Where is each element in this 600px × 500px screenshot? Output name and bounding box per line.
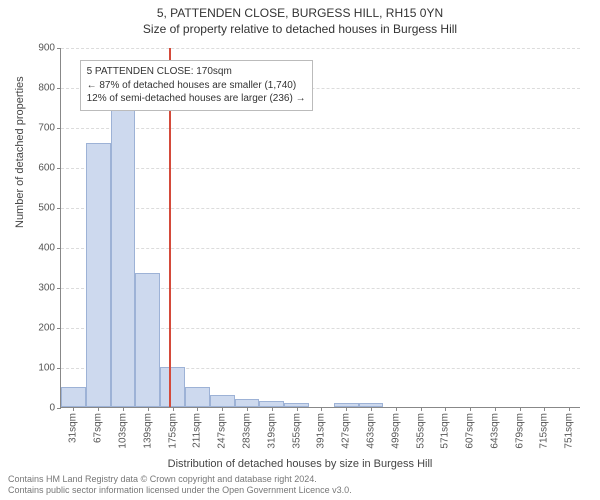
xtick-label: 247sqm bbox=[217, 413, 228, 449]
chart-plot-area: 010020030040050060070080090031sqm67sqm10… bbox=[60, 48, 580, 408]
histogram-bar bbox=[185, 387, 210, 407]
annotation-line: 12% of semi-detached houses are larger (… bbox=[87, 92, 306, 106]
xtick-mark bbox=[123, 407, 124, 411]
histogram-bar bbox=[86, 143, 111, 407]
xtick-label: 535sqm bbox=[415, 413, 426, 449]
ytick-label: 300 bbox=[38, 283, 55, 294]
ytick-mark bbox=[57, 88, 61, 89]
xtick-label: 643sqm bbox=[489, 413, 500, 449]
xtick-mark bbox=[346, 407, 347, 411]
histogram-bar bbox=[259, 401, 284, 407]
gridline bbox=[61, 128, 580, 129]
x-axis-label: Distribution of detached houses by size … bbox=[0, 458, 600, 470]
gridline bbox=[61, 248, 580, 249]
ytick-mark bbox=[57, 368, 61, 369]
xtick-mark bbox=[197, 407, 198, 411]
xtick-mark bbox=[297, 407, 298, 411]
ytick-mark bbox=[57, 48, 61, 49]
footer-attribution: Contains HM Land Registry data © Crown c… bbox=[8, 474, 592, 496]
xtick-label: 679sqm bbox=[514, 413, 525, 449]
histogram-bar bbox=[61, 387, 86, 407]
chart-inner: 010020030040050060070080090031sqm67sqm10… bbox=[60, 48, 580, 408]
xtick-label: 67sqm bbox=[93, 413, 104, 443]
histogram-bar bbox=[111, 87, 136, 407]
xtick-mark bbox=[321, 407, 322, 411]
footer-line2: Contains public sector information licen… bbox=[8, 485, 592, 496]
xtick-mark bbox=[470, 407, 471, 411]
xtick-mark bbox=[247, 407, 248, 411]
ytick-label: 900 bbox=[38, 43, 55, 54]
annotation-box: 5 PATTENDEN CLOSE: 170sqm← 87% of detach… bbox=[80, 60, 313, 111]
xtick-mark bbox=[222, 407, 223, 411]
ytick-mark bbox=[57, 128, 61, 129]
ytick-label: 0 bbox=[49, 403, 55, 414]
ytick-label: 800 bbox=[38, 83, 55, 94]
gridline bbox=[61, 48, 580, 49]
xtick-label: 391sqm bbox=[316, 413, 327, 449]
gridline bbox=[61, 208, 580, 209]
ytick-mark bbox=[57, 288, 61, 289]
ytick-mark bbox=[57, 248, 61, 249]
ytick-label: 500 bbox=[38, 203, 55, 214]
y-axis-label: Number of detached properties bbox=[14, 76, 26, 228]
page-title-line1: 5, PATTENDEN CLOSE, BURGESS HILL, RH15 0… bbox=[0, 0, 600, 20]
ytick-label: 400 bbox=[38, 243, 55, 254]
xtick-mark bbox=[520, 407, 521, 411]
xtick-mark bbox=[371, 407, 372, 411]
footer-line1: Contains HM Land Registry data © Crown c… bbox=[8, 474, 592, 485]
xtick-mark bbox=[421, 407, 422, 411]
page-title-line2: Size of property relative to detached ho… bbox=[0, 20, 600, 36]
xtick-mark bbox=[445, 407, 446, 411]
xtick-label: 751sqm bbox=[564, 413, 575, 449]
xtick-label: 319sqm bbox=[266, 413, 277, 449]
xtick-label: 355sqm bbox=[291, 413, 302, 449]
histogram-bar bbox=[334, 403, 359, 407]
xtick-label: 715sqm bbox=[539, 413, 550, 449]
xtick-label: 463sqm bbox=[365, 413, 376, 449]
histogram-bar bbox=[210, 395, 235, 407]
xtick-label: 283sqm bbox=[241, 413, 252, 449]
xtick-label: 139sqm bbox=[142, 413, 153, 449]
xtick-mark bbox=[495, 407, 496, 411]
xtick-label: 427sqm bbox=[341, 413, 352, 449]
xtick-mark bbox=[148, 407, 149, 411]
xtick-mark bbox=[73, 407, 74, 411]
xtick-mark bbox=[396, 407, 397, 411]
annotation-line: 5 PATTENDEN CLOSE: 170sqm bbox=[87, 65, 306, 79]
xtick-label: 607sqm bbox=[465, 413, 476, 449]
ytick-label: 700 bbox=[38, 123, 55, 134]
ytick-label: 100 bbox=[38, 363, 55, 374]
xtick-mark bbox=[569, 407, 570, 411]
ytick-mark bbox=[57, 168, 61, 169]
histogram-bar bbox=[359, 403, 384, 407]
histogram-bar bbox=[235, 399, 260, 407]
ytick-mark bbox=[57, 408, 61, 409]
histogram-bar bbox=[284, 403, 309, 407]
xtick-label: 31sqm bbox=[68, 413, 79, 443]
histogram-bar bbox=[160, 367, 185, 407]
annotation-line: ← 87% of detached houses are smaller (1,… bbox=[87, 79, 306, 93]
ytick-label: 600 bbox=[38, 163, 55, 174]
ytick-label: 200 bbox=[38, 323, 55, 334]
xtick-label: 499sqm bbox=[390, 413, 401, 449]
xtick-label: 571sqm bbox=[440, 413, 451, 449]
xtick-label: 175sqm bbox=[167, 413, 178, 449]
xtick-mark bbox=[544, 407, 545, 411]
histogram-bar bbox=[135, 273, 160, 407]
xtick-label: 211sqm bbox=[192, 413, 203, 448]
xtick-mark bbox=[173, 407, 174, 411]
xtick-mark bbox=[272, 407, 273, 411]
ytick-mark bbox=[57, 208, 61, 209]
ytick-mark bbox=[57, 328, 61, 329]
xtick-mark bbox=[98, 407, 99, 411]
xtick-label: 103sqm bbox=[117, 413, 128, 449]
gridline bbox=[61, 168, 580, 169]
